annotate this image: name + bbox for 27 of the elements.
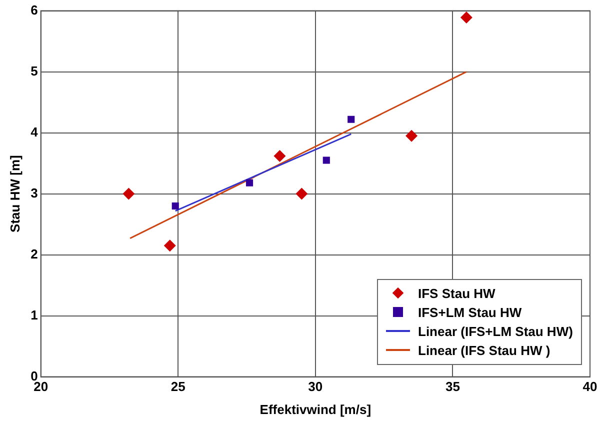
point (274, 150, 286, 162)
point (172, 202, 179, 210)
point (296, 188, 308, 200)
y-tick-label: 2 (30, 246, 38, 262)
point (460, 12, 472, 24)
x-tick-label: 40 (582, 379, 598, 394)
x-tick-label: 35 (445, 379, 460, 394)
y-tick-label: 4 (30, 124, 39, 140)
y-tick-label: 1 (30, 307, 38, 322)
x-tick-label: 30 (308, 379, 323, 394)
point (164, 240, 176, 252)
legend-label: Linear (IFS+LM Stau HW) (418, 324, 573, 339)
point (122, 188, 135, 200)
y-tick-label: 0 (30, 368, 38, 384)
y-axis-title: Stau HW [m] (7, 155, 22, 232)
x-axis-title: Effektivwind [m/s] (260, 402, 372, 417)
y-tick-label: 3 (30, 185, 38, 200)
legend-label: IFS Stau HW (418, 286, 496, 301)
point (348, 116, 355, 123)
x-tick-label: 25 (170, 379, 186, 394)
point (406, 130, 418, 142)
y-tick-label: 6 (30, 2, 38, 18)
point (246, 179, 254, 186)
legend-label: Linear (IFS Stau HW ) (418, 342, 550, 358)
legend-label: IFS+LM Stau HW (418, 304, 522, 320)
point (322, 156, 330, 164)
y-tick-label: 5 (30, 63, 38, 78)
